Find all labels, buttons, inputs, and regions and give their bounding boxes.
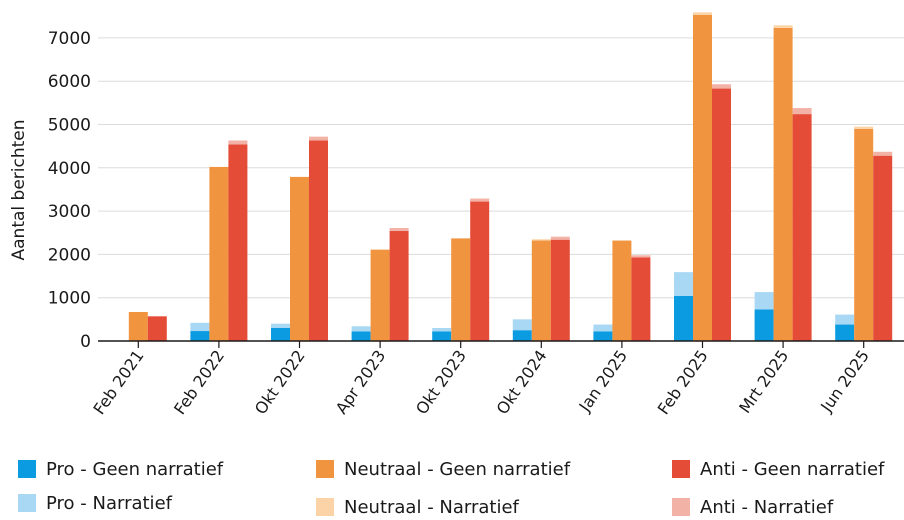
bar-anti-geen-narratief-feb-2021 xyxy=(147,316,167,341)
x-tick-label: Feb 2022 xyxy=(170,346,228,418)
bar-anti-geen-narratief-okt-2024 xyxy=(550,239,570,341)
bar-anti-narratief-jun-2025 xyxy=(873,151,893,156)
bar-pro-geen-narratief-apr-2023 xyxy=(351,331,371,341)
legend-item-anti-narratief: Anti - Narratief xyxy=(672,494,833,520)
bar-pro-narratief-jun-2025 xyxy=(835,314,855,325)
y-tick-label: 6000 xyxy=(48,72,91,92)
legend-label: Anti - Narratief xyxy=(700,496,834,518)
axes: Aantal berichten 0 1000 2000 3000 4000 5000 60… xyxy=(9,29,904,418)
bar-anti-geen-narratief-feb-2022 xyxy=(228,144,248,341)
bar-anti-geen-narratief-feb-2025 xyxy=(712,88,731,341)
bar-anti-narratief-apr-2023 xyxy=(389,227,409,232)
bar-anti-narratief-feb-2022 xyxy=(228,140,248,145)
bar-anti-geen-narratief-okt-2023 xyxy=(470,201,490,341)
bar-pro-narratief-mrt-2025 xyxy=(754,292,774,310)
bar-pro-narratief-okt-2024 xyxy=(512,319,532,331)
legend: Pro - Geen narratief Neutraal - Geen nar… xyxy=(0,456,904,518)
y-tick-label: 1000 xyxy=(48,289,91,309)
y-tick-label: 7000 xyxy=(48,29,91,49)
bar-neutraal-narratief-mrt-2025 xyxy=(773,25,793,28)
legend-swatch-pro-geen-narratief xyxy=(18,460,36,478)
y-tick-label: 2000 xyxy=(48,245,91,265)
legend-swatch-anti-narratief xyxy=(672,498,690,516)
legend-label: Anti - Geen narratief xyxy=(700,458,885,480)
bar-neutraal-geen-narratief-jun-2025 xyxy=(854,128,874,341)
legend-item-neutraal-geen-narratief: Neutraal - Geen narratief xyxy=(316,456,570,482)
bar-neutraal-geen-narratief-okt-2023 xyxy=(451,238,471,341)
bar-pro-narratief-apr-2023 xyxy=(351,326,371,332)
bar-anti-narratief-okt-2022 xyxy=(309,136,328,141)
bar-pro-narratief-jan-2025 xyxy=(593,324,613,332)
bar-neutraal-geen-narratief-feb-2021 xyxy=(128,311,148,341)
bar-neutraal-narratief-okt-2024 xyxy=(531,239,551,241)
y-tick-label: 5000 xyxy=(48,116,91,136)
bar-anti-narratief-okt-2023 xyxy=(470,198,490,202)
legend-item-pro-narratief: Pro - Narratief xyxy=(18,490,172,516)
x-tick-label: Feb 2021 xyxy=(89,346,147,418)
bar-pro-geen-narratief-mrt-2025 xyxy=(754,309,774,341)
bar-anti-geen-narratief-jan-2025 xyxy=(631,257,651,341)
y-tick-label: 0 xyxy=(80,332,91,352)
bar-anti-geen-narratief-apr-2023 xyxy=(389,231,409,341)
bar-neutraal-narratief-jun-2025 xyxy=(854,126,874,129)
bar-pro-geen-narratief-feb-2022 xyxy=(190,331,210,341)
bar-anti-narratief-mrt-2025 xyxy=(792,108,812,115)
bar-neutraal-geen-narratief-okt-2022 xyxy=(290,176,309,341)
bar-anti-narratief-okt-2024 xyxy=(550,236,570,240)
legend-swatch-neutraal-narratief xyxy=(316,498,334,516)
legend-item-neutraal-narratief: Neutraal - Narratief xyxy=(316,494,519,520)
legend-label: Neutraal - Geen narratief xyxy=(344,458,571,480)
x-tick-label: Jun 2025 xyxy=(816,346,873,416)
bar-anti-narratief-jan-2025 xyxy=(631,255,651,258)
bar-chart-plot: Aantal berichten 0 1000 2000 3000 4000 5000 60… xyxy=(9,12,904,418)
bar-anti-geen-narratief-jun-2025 xyxy=(873,155,893,341)
legend-item-anti-geen-narratief: Anti - Geen narratief xyxy=(672,456,884,482)
x-tick-label: Feb 2025 xyxy=(654,346,712,418)
bars xyxy=(128,12,893,342)
bar-pro-geen-narratief-feb-2025 xyxy=(674,295,693,341)
bar-anti-geen-narratief-mrt-2025 xyxy=(792,114,812,341)
bar-neutraal-geen-narratief-apr-2023 xyxy=(370,249,390,341)
legend-swatch-neutraal-geen-narratief xyxy=(316,460,334,478)
y-axis-label: Aantal berichten xyxy=(9,119,29,260)
bar-pro-geen-narratief-jun-2025 xyxy=(835,324,855,341)
bar-neutraal-geen-narratief-okt-2024 xyxy=(531,240,551,341)
legend-label: Neutraal - Narratief xyxy=(344,496,519,518)
x-tick-label: Jan 2025 xyxy=(575,346,632,415)
bar-pro-narratief-feb-2022 xyxy=(190,322,210,332)
x-tick-label: Okt 2024 xyxy=(493,346,551,417)
bar-neutraal-geen-narratief-jan-2025 xyxy=(612,240,632,341)
x-tick-label: Okt 2023 xyxy=(412,346,470,417)
bar-pro-geen-narratief-okt-2023 xyxy=(432,331,452,341)
bar-anti-geen-narratief-okt-2022 xyxy=(309,140,328,341)
bar-neutraal-narratief-feb-2025 xyxy=(693,12,712,15)
bar-neutraal-geen-narratief-feb-2022 xyxy=(209,166,229,341)
x-tick-label: Apr 2023 xyxy=(332,346,390,417)
bar-pro-geen-narratief-jan-2025 xyxy=(593,331,613,341)
y-tick-label: 3000 xyxy=(48,202,91,222)
x-tick-label: Mrt 2025 xyxy=(735,346,792,416)
bar-pro-narratief-okt-2023 xyxy=(432,328,452,332)
bar-anti-narratief-feb-2025 xyxy=(712,84,731,89)
bar-pro-geen-narratief-okt-2022 xyxy=(271,328,290,341)
legend-item-pro-geen-narratief: Pro - Geen narratief xyxy=(18,456,223,482)
bar-pro-narratief-feb-2025 xyxy=(674,272,693,296)
bar-pro-narratief-okt-2022 xyxy=(271,323,290,329)
legend-label: Pro - Geen narratief xyxy=(46,458,224,480)
y-tick-label: 4000 xyxy=(48,159,91,179)
bar-neutraal-geen-narratief-mrt-2025 xyxy=(773,27,793,341)
legend-swatch-anti-geen-narratief xyxy=(672,460,690,478)
bar-neutraal-geen-narratief-feb-2025 xyxy=(693,14,712,342)
x-tick-label: Okt 2022 xyxy=(251,346,309,417)
bar-pro-geen-narratief-okt-2024 xyxy=(512,330,532,341)
legend-label: Pro - Narratief xyxy=(46,492,172,514)
legend-swatch-pro-narratief xyxy=(18,494,36,512)
